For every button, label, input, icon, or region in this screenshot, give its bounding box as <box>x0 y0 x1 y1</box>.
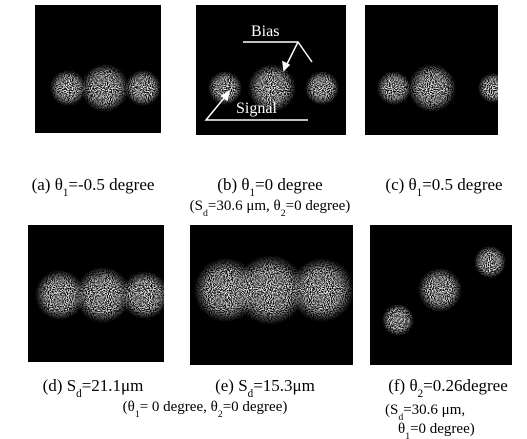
signal-label: Signal <box>236 100 277 117</box>
speckle-spot <box>208 71 242 105</box>
caption: (b) θ1=0 degree <box>217 175 322 199</box>
text-part: (S <box>190 198 203 214</box>
text-part: θ <box>398 421 405 437</box>
speckle-spot <box>75 267 131 323</box>
text-part: = 0 degree, θ <box>140 399 218 415</box>
speckle-spot <box>50 70 86 106</box>
text-part: =0 degree) <box>223 399 288 415</box>
speckle-spots <box>35 267 169 323</box>
caption: (a) θ1=-0.5 degree <box>32 175 155 199</box>
caption: (c) θ1=0.5 degree <box>385 175 502 199</box>
speckle-spot <box>121 271 169 319</box>
text-part: d <box>76 388 82 400</box>
speckle-spot <box>35 270 85 320</box>
text-part: 1 <box>63 187 69 199</box>
text-part: 1 <box>405 431 410 439</box>
speckle-image <box>28 225 169 362</box>
speckle-spot <box>382 304 414 336</box>
arrowhead <box>282 60 291 72</box>
text-part: (c) θ <box>385 175 416 194</box>
text-part: (S <box>385 402 398 418</box>
speckle-spots <box>194 255 354 325</box>
caption-note: (θ1= 0 degree, θ2=0 degree) <box>123 399 288 420</box>
speckle-spot <box>418 268 462 312</box>
text-part: 2 <box>281 208 286 219</box>
caption: (d) Sd=21.1μm <box>43 376 144 400</box>
text-part: =15.3μm <box>253 376 315 395</box>
text-part: =0.26degree <box>423 376 508 395</box>
caption-note: (Sd=30.6 μm, θ2=0 degree) <box>190 198 351 219</box>
text-part: 1 <box>250 187 256 199</box>
caption: (f) θ2=0.26degree <box>388 376 508 400</box>
panels <box>28 5 512 365</box>
text-part: 2 <box>418 388 424 400</box>
text-part: =-0.5 degree <box>68 175 154 194</box>
text-part: =0 degree) <box>410 421 475 437</box>
arrowhead <box>220 90 231 102</box>
text-part: =30.6 μm, <box>403 402 465 418</box>
speckle-spot <box>377 71 411 105</box>
speckle-spot <box>290 258 354 322</box>
speckle-spot <box>478 73 508 103</box>
text-part: d <box>248 388 254 400</box>
signal-leader <box>204 91 308 121</box>
speckle-spot <box>408 64 456 112</box>
caption-note: θ1=0 degree) <box>398 421 475 439</box>
signal-annotation <box>204 90 308 121</box>
text-part: (b) θ <box>217 175 249 194</box>
speckle-spot <box>248 64 296 112</box>
caption: (e) Sd=15.3μm <box>215 376 315 400</box>
text-part: =0.5 degree <box>422 175 502 194</box>
speckle-spots <box>50 64 161 112</box>
speckle-spots <box>377 64 508 112</box>
bias-annotation <box>243 41 313 72</box>
speckle-spots <box>208 64 339 112</box>
text-part: =30.6 μm, θ <box>208 198 281 214</box>
text-part: =0 degree <box>255 175 323 194</box>
text-part: 2 <box>218 409 223 420</box>
speckle-spot <box>305 71 339 105</box>
text-part: (a) θ <box>32 175 63 194</box>
speckle-spot <box>125 70 161 106</box>
text-part: 1 <box>135 409 140 420</box>
text-part: (f) θ <box>388 376 417 395</box>
bias-label: Bias <box>251 23 279 40</box>
speckle-image <box>190 225 354 365</box>
text-part: =0 degree) <box>286 198 351 214</box>
text-part: (θ <box>123 399 135 415</box>
speckle-spots <box>382 246 506 336</box>
speckle-image <box>196 5 346 135</box>
text-part: d <box>398 412 403 423</box>
speckle-spot <box>474 246 506 278</box>
text-part: (d) S <box>43 376 77 395</box>
speckle-spot <box>81 64 129 112</box>
text-part: =21.1μm <box>82 376 144 395</box>
speckle-image <box>35 5 161 133</box>
speckle-spot <box>235 255 305 325</box>
caption-note: (Sd=30.6 μm, <box>385 402 465 423</box>
text-part: d <box>203 208 208 219</box>
speckle-image <box>365 5 508 135</box>
speckle-image <box>370 225 512 365</box>
text-part: (e) S <box>215 376 248 395</box>
text-part: 1 <box>417 187 423 199</box>
